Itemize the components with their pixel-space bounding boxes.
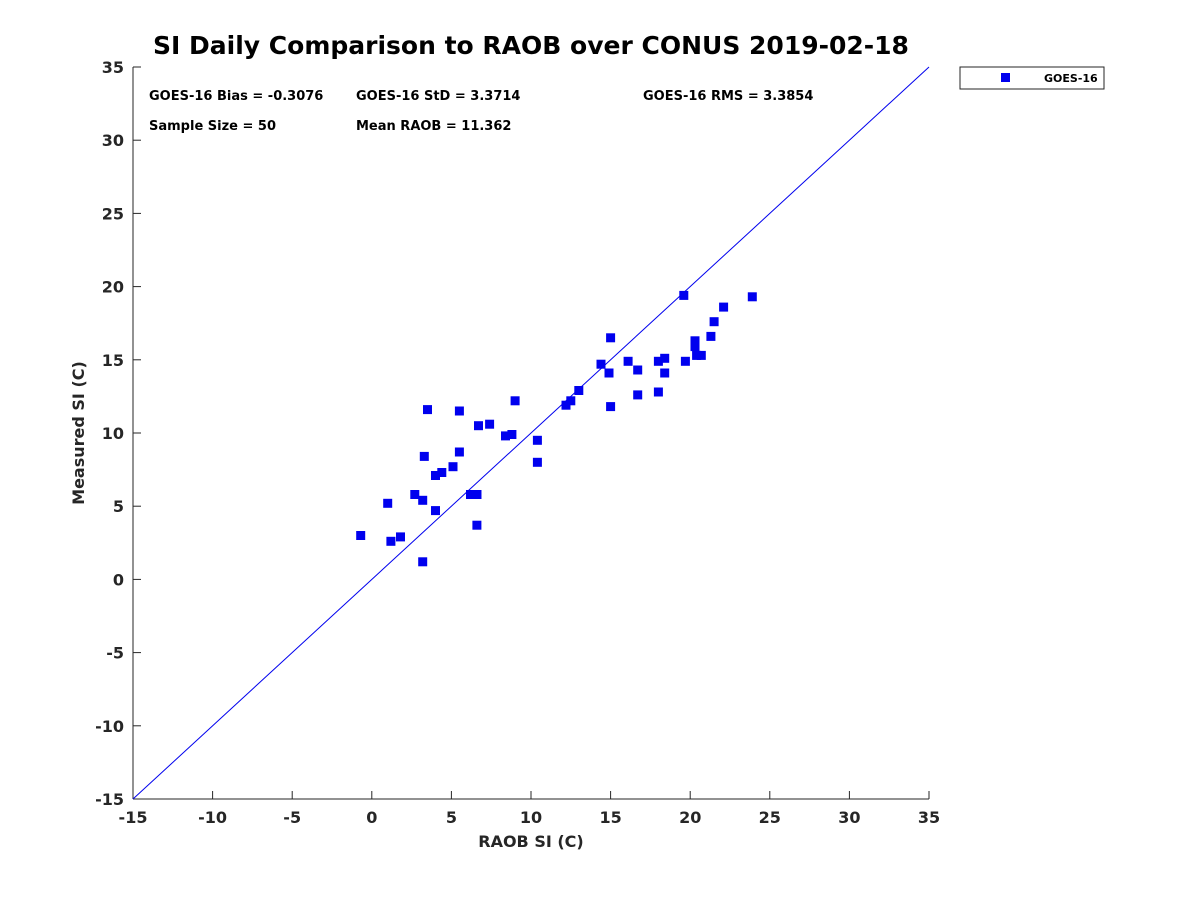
one-to-one-line bbox=[132, 66, 930, 800]
scatter-point bbox=[474, 421, 483, 431]
scatter-point bbox=[423, 405, 432, 415]
y-axis-label: Measured SI (C) bbox=[69, 361, 88, 505]
scatter-point bbox=[690, 336, 700, 346]
y-tick-label: 10 bbox=[102, 424, 124, 443]
scatter-point bbox=[431, 471, 440, 480]
scatter-point bbox=[606, 402, 616, 412]
scatter-point bbox=[448, 462, 458, 472]
scatter-point bbox=[747, 292, 757, 302]
chart-title: SI Daily Comparison to RAOB over CONUS 2… bbox=[153, 31, 909, 60]
y-tick-label: -10 bbox=[95, 717, 124, 736]
scatter-point bbox=[574, 386, 584, 395]
scatter-point bbox=[680, 356, 690, 366]
scatter-point bbox=[386, 536, 396, 546]
plot-area: -15 -10 -5 0 5 10 15 20 25 30 35 -15 -10 -5 0 5 10 15 20 25… bbox=[95, 58, 940, 827]
y-tick-label: 35 bbox=[102, 58, 124, 77]
scatter-point bbox=[653, 387, 663, 397]
x-tick-label: 0 bbox=[366, 808, 377, 827]
x-tick-label: 20 bbox=[679, 808, 701, 827]
scatter-point bbox=[437, 468, 447, 477]
scatter-point bbox=[507, 430, 517, 439]
scatter-point bbox=[510, 396, 520, 406]
scatter-point bbox=[596, 359, 606, 369]
x-tick-label: -10 bbox=[198, 808, 227, 827]
y-tick-label: 30 bbox=[102, 131, 124, 150]
scatter-point bbox=[709, 317, 719, 327]
scatter-point bbox=[604, 368, 614, 378]
scatter-point bbox=[485, 419, 495, 429]
scatter-point bbox=[472, 490, 482, 499]
scatter-point bbox=[454, 447, 464, 457]
stat-mean-raob: Mean RAOB = 11.362 bbox=[356, 119, 511, 134]
x-tick-label: 25 bbox=[759, 808, 781, 827]
x-tick-label: -15 bbox=[119, 808, 148, 827]
scatter-point bbox=[561, 400, 571, 410]
scatter-point bbox=[606, 333, 616, 343]
x-tick-label: 15 bbox=[599, 808, 621, 827]
x-tick-label: -5 bbox=[283, 808, 301, 827]
scatter-point bbox=[501, 431, 510, 441]
scatter-point bbox=[696, 350, 706, 360]
x-axis-label: RAOB SI (C) bbox=[478, 832, 583, 851]
scatter-point bbox=[633, 390, 643, 400]
scatter-point bbox=[532, 435, 542, 445]
y-tick-label: 25 bbox=[102, 204, 124, 223]
y-tick-label: -15 bbox=[95, 790, 124, 809]
scatter-point bbox=[653, 356, 663, 366]
scatter-point bbox=[690, 342, 700, 352]
stat-sample-size: Sample Size = 50 bbox=[149, 119, 276, 134]
scatter-point bbox=[623, 356, 633, 366]
scatter-point bbox=[719, 302, 729, 312]
legend-label: GOES-16 bbox=[1044, 72, 1098, 85]
scatter-point bbox=[410, 490, 420, 499]
scatter-point bbox=[660, 353, 670, 363]
x-tick-label: 10 bbox=[520, 808, 542, 827]
legend: GOES-16 bbox=[959, 66, 1105, 90]
y-tick-label: 15 bbox=[102, 351, 124, 370]
x-tick-label: 5 bbox=[446, 808, 457, 827]
scatter-point bbox=[418, 495, 428, 505]
scatter-point bbox=[419, 451, 429, 461]
scatter-point bbox=[633, 365, 643, 375]
scatter-point bbox=[356, 531, 366, 540]
y-tick-label: -5 bbox=[106, 644, 124, 663]
scatter-point bbox=[454, 406, 464, 416]
legend-box bbox=[959, 66, 1105, 90]
x-tick-label: 30 bbox=[838, 808, 860, 827]
scatter-point bbox=[660, 368, 670, 378]
scatter-point bbox=[679, 290, 689, 300]
y-tick-label: 20 bbox=[102, 278, 124, 297]
scatter-point bbox=[692, 350, 702, 360]
y-tick-label: 0 bbox=[113, 570, 124, 589]
scatter-point bbox=[532, 457, 542, 467]
scatter-point bbox=[418, 557, 428, 567]
stat-std: GOES-16 StD = 3.3714 bbox=[356, 89, 520, 104]
stat-rms: GOES-16 RMS = 3.3854 bbox=[643, 89, 813, 104]
scatter-point bbox=[706, 331, 716, 341]
stat-bias: GOES-16 Bias = -0.3076 bbox=[149, 89, 323, 104]
scatter-point bbox=[566, 396, 576, 406]
legend-marker-square-icon bbox=[1001, 73, 1010, 82]
x-tick-label: 35 bbox=[918, 808, 940, 827]
scatter-point bbox=[466, 490, 475, 499]
scatter-point bbox=[396, 532, 405, 542]
scatter-point bbox=[472, 520, 482, 530]
y-tick-label: 5 bbox=[113, 497, 124, 516]
scatter-point bbox=[431, 506, 440, 516]
scatter-point bbox=[383, 498, 393, 508]
